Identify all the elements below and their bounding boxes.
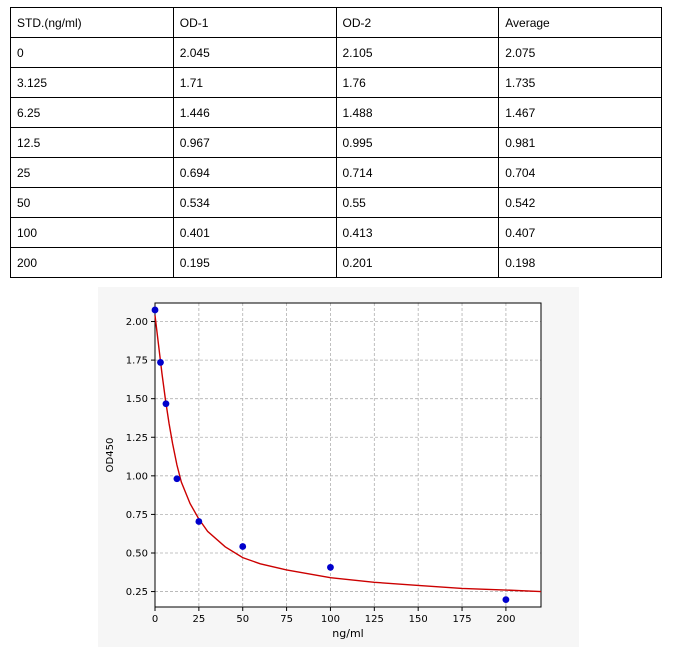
cell-std: 50 [10,187,174,218]
cell-od1: 0.401 [172,217,337,248]
x-tick-label: 75 [280,614,293,625]
y-axis-label: OD450 [105,438,116,473]
y-tick-label: 1.75 [126,356,148,367]
data-point [151,306,159,314]
cell-std: 12.5 [10,127,174,158]
y-tick-label: 0.25 [126,587,148,598]
y-tick-label: 1.00 [126,471,148,482]
data-point [239,543,247,550]
cell-average: 0.198 [498,247,662,278]
cell-od1: 0.534 [172,187,337,218]
point-layer [151,306,510,603]
cell-average: 2.075 [498,37,662,68]
cell-od2: 0.201 [335,247,500,278]
table-row: 200 0.195 0.201 0.198 [10,247,662,278]
x-tick-label: 175 [452,614,471,625]
cell-od2: 0.714 [335,157,500,188]
data-point [157,359,164,366]
x-tick-label: 50 [236,614,249,625]
table-row: 12.5 0.967 0.995 0.981 [10,127,662,158]
y-tick-label: 2.00 [126,317,148,328]
table-row: 25 0.694 0.714 0.704 [10,157,662,188]
cell-od2: 0.413 [335,217,500,248]
header-od2: OD-2 [335,7,500,38]
cell-average: 0.542 [498,187,662,218]
y-tick-label: 1.50 [126,394,148,405]
table-row: 50 0.534 0.55 0.542 [10,187,662,218]
cell-average: 1.467 [498,97,662,128]
tick-layer: 0 25 50 75 100 125 150 175 200 0.25 0.50 0.75 1.00 1.… [126,317,516,625]
cell-std: 6.25 [10,97,174,128]
x-tick-label: 125 [365,614,384,625]
cell-average: 0.981 [498,127,662,158]
data-point [502,596,510,603]
x-axis-label: ng/ml [332,627,363,640]
table-row: 0 2.045 2.105 2.075 [10,37,662,68]
cell-average: 1.735 [498,67,662,98]
header-average: Average [498,7,662,38]
table-row: 100 0.401 0.413 0.407 [10,217,662,248]
header-od1: OD-1 [172,7,337,38]
y-tick-label: 0.50 [126,548,148,559]
data-point [162,400,170,408]
cell-std: 200 [10,247,174,278]
cell-od2: 0.55 [335,187,500,218]
cell-std: 100 [10,217,174,248]
data-point [173,475,181,483]
cell-od1: 1.446 [172,97,337,128]
cell-od2: 0.995 [335,127,500,158]
cell-od1: 2.045 [172,37,337,68]
cell-od2: 2.105 [335,37,500,68]
y-tick-label: 0.75 [126,510,148,521]
curve-layer [154,315,542,593]
cell-od1: 0.967 [172,127,337,158]
cell-od1: 0.694 [172,157,337,188]
fit-curve [154,315,542,593]
x-tick-label: 150 [409,614,428,625]
x-tick-label: 100 [321,614,340,625]
plot-background [155,303,541,607]
cell-od1: 1.71 [172,67,337,98]
y-tick-label: 1.25 [126,433,148,444]
table-row: 6.25 1.446 1.488 1.467 [10,97,662,128]
cell-od2: 1.76 [335,67,500,98]
data-point [327,563,334,571]
grid-layer [154,303,541,607]
x-tick-label: 0 [152,614,158,625]
data-point [195,518,203,525]
cell-od1: 0.195 [172,247,337,278]
standard-curve-chart: 0 25 50 75 100 125 150 175 200 0.25 0.50 0.75 1.00 1.… [105,302,542,640]
x-tick-label: 25 [192,614,205,625]
table-header-row: STD.(ng/ml) OD-1 OD-2 Average [10,7,662,38]
cell-od2: 1.488 [335,97,500,128]
x-tick-label: 200 [496,614,515,625]
cell-std: 0 [10,37,174,68]
header-std: STD.(ng/ml) [10,7,174,38]
standard-curve-table: STD.(ng/ml) OD-1 OD-2 Average 0 2.045 2.… [10,7,662,278]
chart-panel: 0 25 50 75 100 125 150 175 200 0.25 0.50 0.75 1.00 1.… [98,287,579,647]
cell-std: 25 [10,157,174,188]
cell-std: 3.125 [10,67,174,98]
cell-average: 0.704 [498,157,662,188]
cell-average: 0.407 [498,217,662,248]
table-row: 3.125 1.71 1.76 1.735 [10,67,662,98]
plot-frame [154,302,542,608]
